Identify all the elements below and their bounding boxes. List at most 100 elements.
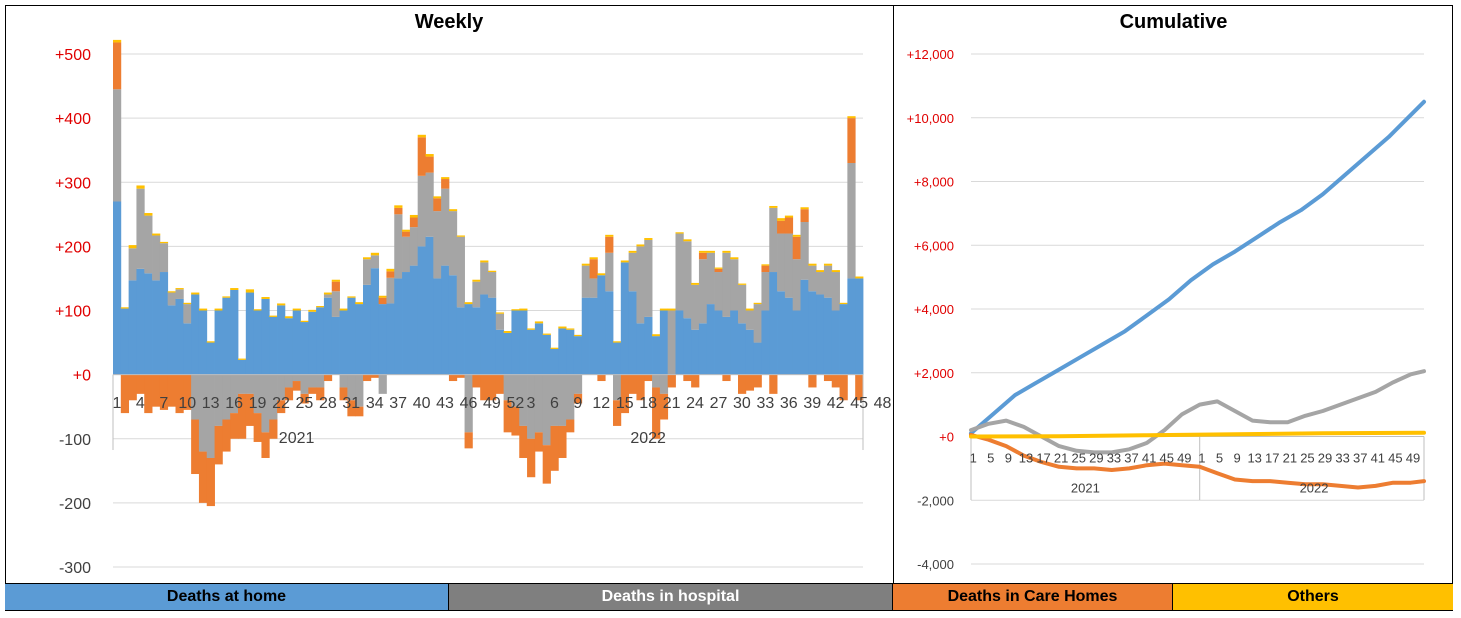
bar-segment (191, 419, 200, 475)
bar-segment (800, 207, 809, 210)
bar-segment (784, 215, 794, 218)
bar-segment (745, 308, 755, 311)
bar-segment (206, 341, 215, 343)
bar-segment (597, 374, 606, 382)
x-tick-label: 16 (225, 395, 243, 412)
bar-segment (589, 297, 598, 375)
bar-segment (409, 217, 419, 228)
bar-segment (269, 315, 278, 317)
x-tick-label: 41 (1142, 451, 1156, 466)
bar-segment (292, 310, 301, 375)
x-tick-label: 13 (1247, 451, 1261, 466)
bar-segment (347, 374, 356, 401)
bar-segment (159, 243, 169, 273)
bar-segment (222, 419, 231, 452)
bar-segment (183, 304, 192, 324)
bar-segment (284, 387, 294, 401)
bar-segment (738, 323, 747, 375)
x-tick-label: 52 (506, 395, 524, 412)
bar-segment (409, 227, 419, 266)
bar-segment (777, 233, 786, 292)
bar-segment (644, 238, 653, 240)
bar-segment (714, 268, 723, 273)
legend-others: Others (1173, 584, 1453, 610)
bar-segment (636, 374, 645, 401)
bar-segment (120, 307, 130, 309)
x-tick-label: 30 (733, 395, 751, 412)
x-tick-label: 3 (527, 395, 536, 412)
bar-segment (519, 310, 528, 375)
bar-segment (706, 250, 715, 253)
bar-segment (230, 374, 239, 414)
bar-segment (636, 246, 645, 324)
bar-segment (308, 374, 317, 388)
bar-segment (261, 432, 270, 458)
bar-segment (683, 239, 692, 242)
bar-segment (323, 294, 333, 298)
bar-segment (206, 457, 215, 507)
bar-segment (378, 304, 387, 375)
year-label: 2022 (1300, 481, 1329, 496)
x-tick-label: 31 (342, 395, 360, 412)
bar-segment (683, 241, 692, 319)
bar-segment (480, 294, 489, 375)
bar-segment (722, 316, 731, 375)
bar-segment (464, 302, 473, 305)
bar-segment (152, 374, 161, 407)
bar-segment (339, 308, 348, 311)
bar-segment (198, 310, 208, 375)
bar-segment (683, 374, 692, 382)
bar-segment (386, 303, 395, 375)
y-tick-label: +2,000 (914, 366, 954, 381)
bar-segment (691, 374, 700, 388)
x-tick-label: 48 (874, 395, 892, 412)
bar-segment (534, 321, 544, 324)
bar-segment (730, 310, 739, 375)
bar-segment (823, 263, 833, 266)
bar-segment (222, 296, 231, 298)
bar-segment (253, 310, 262, 375)
bar-segment (495, 374, 505, 394)
bar-segment (534, 323, 544, 375)
x-tick-label: 46 (460, 395, 478, 412)
bar-segment (769, 374, 778, 394)
x-tick-label: 6 (550, 395, 559, 412)
y-tick-label: +0 (939, 430, 954, 445)
bar-segment (558, 326, 567, 329)
x-tick-label: 29 (1089, 451, 1103, 466)
x-tick-label: 33 (1335, 451, 1349, 466)
bar-segment (495, 312, 505, 314)
bar-segment (659, 374, 669, 394)
bar-segment (253, 309, 262, 311)
bar-segment (308, 309, 317, 312)
x-tick-label: 36 (780, 395, 798, 412)
bar-segment (355, 304, 364, 375)
bar-segment (238, 359, 247, 375)
bar-segment (784, 233, 794, 298)
bar-segment (777, 218, 786, 221)
bar-segment (816, 294, 825, 375)
bar-segment (355, 374, 364, 407)
bar-segment (698, 250, 708, 253)
bar-segment (355, 302, 364, 305)
bar-segment (402, 236, 411, 273)
bar-segment (488, 272, 497, 298)
bar-segment (456, 307, 465, 375)
bar-segment (425, 154, 434, 157)
bar-segment (433, 211, 442, 279)
bar-segment (738, 283, 747, 285)
x-tick-label: 17 (1265, 451, 1279, 466)
bar-segment (613, 374, 622, 401)
bar-segment (308, 311, 317, 375)
bar-segment (589, 259, 598, 279)
x-tick-label: 42 (827, 395, 845, 412)
bar-segment (300, 320, 309, 323)
bar-segment (136, 374, 145, 394)
y-tick-label: +400 (55, 111, 91, 128)
bar-segment (613, 341, 622, 343)
x-tick-label: 21 (663, 395, 681, 412)
bar-segment (753, 342, 762, 375)
bar-segment (253, 374, 262, 414)
x-tick-label: 15 (616, 395, 634, 412)
bar-segment (191, 294, 200, 375)
